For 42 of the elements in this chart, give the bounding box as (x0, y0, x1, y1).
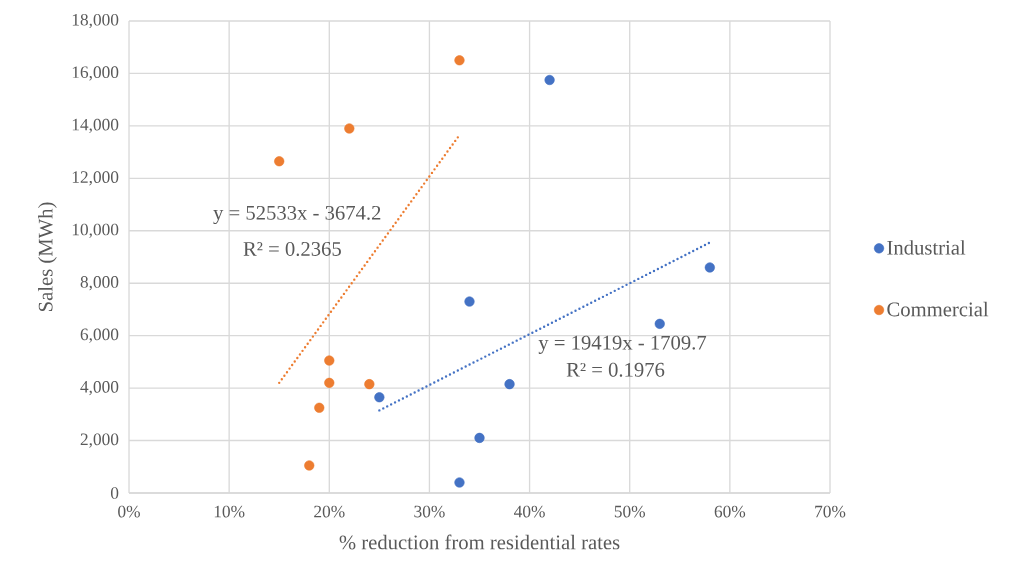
y-tick-label: 0 (110, 487, 119, 499)
y-tick-label: 2,000 (80, 433, 119, 448)
point (504, 379, 515, 390)
y-tick-label: 18,000 (72, 13, 119, 29)
x-tick-label: 10% (214, 505, 245, 518)
y-tick-label: 14,000 (72, 118, 119, 133)
annotation: R² = 0.2365 (243, 241, 341, 256)
point (304, 460, 315, 471)
y-tick-label: 16,000 (72, 66, 119, 81)
y-tick-label: 12,000 (72, 171, 119, 186)
point (324, 377, 335, 388)
point (654, 318, 665, 329)
y-tick-label: 8,000 (80, 276, 119, 291)
x-tick-label: 20% (314, 505, 345, 518)
point (324, 355, 335, 366)
point (274, 156, 285, 167)
legend-label: Industrial (887, 240, 966, 255)
point (314, 402, 325, 413)
x-tick-label: 30% (414, 505, 445, 518)
y-tick-label: 6,000 (80, 328, 119, 343)
x-tick-label: 0% (118, 505, 140, 518)
point (374, 392, 385, 403)
y-axis-title: Sales (MWh) (38, 202, 57, 311)
annotation: y = 19419x - 1709.7 (538, 335, 707, 354)
legend-label: Commercial (887, 301, 989, 317)
point (454, 477, 465, 488)
annotation: R² = 0.1976 (566, 362, 665, 377)
annotation: y = 52533x - 3674.2 (213, 205, 381, 225)
x-tick-label: 50% (614, 505, 646, 518)
point (474, 432, 485, 443)
x-tick-label: 60% (714, 505, 746, 518)
point (344, 123, 355, 134)
x-tick-label: 70% (815, 505, 846, 518)
point (464, 296, 475, 307)
y-tick-label: 10,000 (72, 223, 119, 238)
point (704, 262, 715, 273)
x-axis-title: % reduction from residential rates (339, 534, 620, 550)
y-tick-label: 4,000 (80, 381, 119, 396)
point (544, 74, 555, 86)
point (364, 379, 375, 390)
point (454, 55, 465, 66)
x-tick-label: 40% (514, 505, 545, 518)
